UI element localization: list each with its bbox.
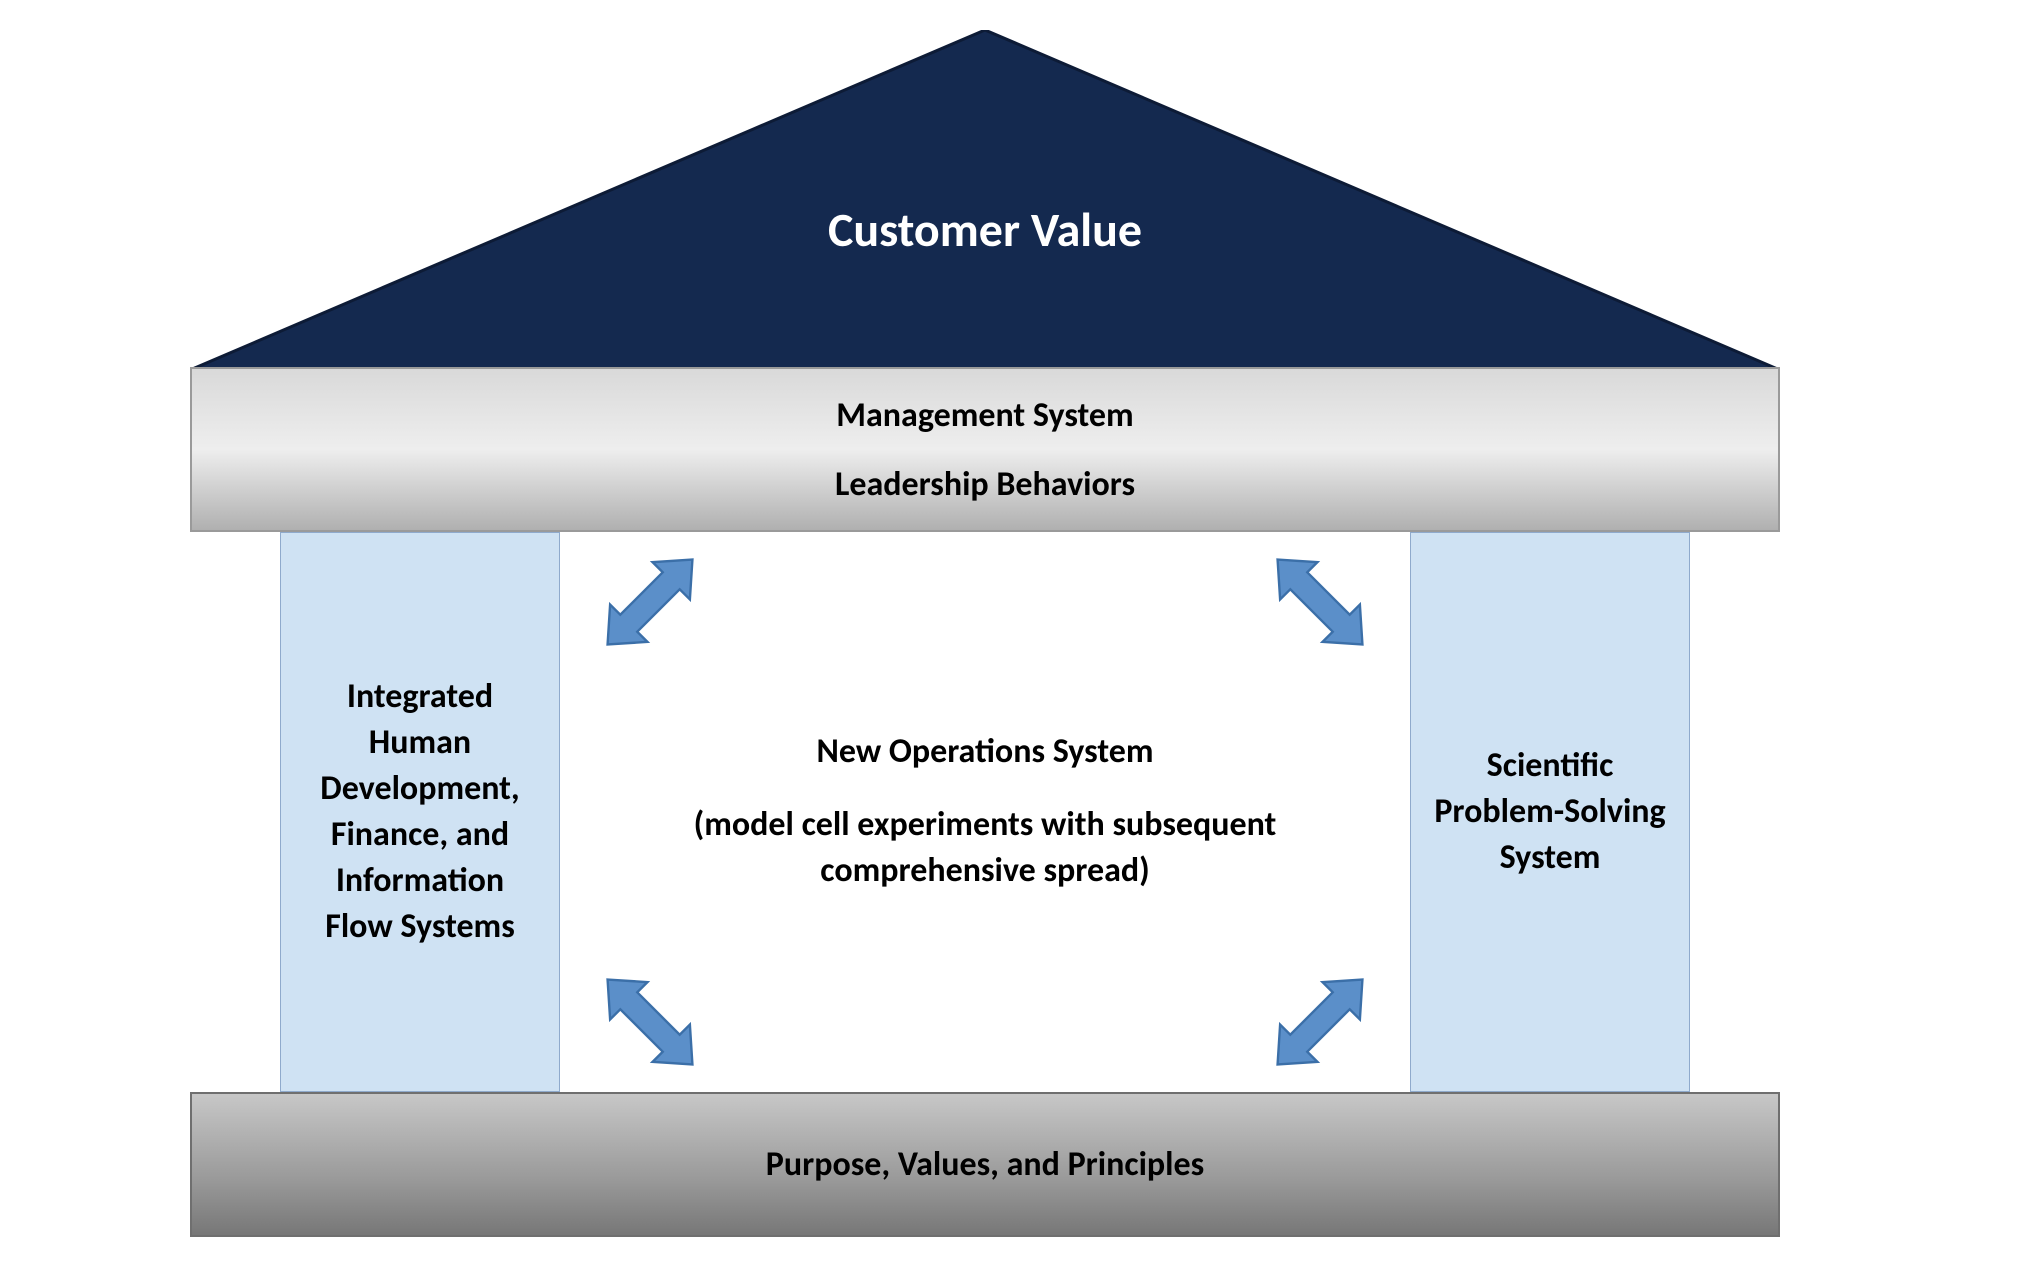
entablature-line-1: Management System — [836, 395, 1133, 436]
pillars-row: Integrated Human Development, Finance, a… — [190, 532, 1780, 1092]
left-outer-gap — [190, 532, 280, 1092]
roof: Customer Value — [190, 30, 1780, 370]
foundation-bar: Purpose, Values, and Principles — [190, 1092, 1780, 1237]
house-diagram: Customer Value Management System Leaders… — [190, 30, 1780, 1237]
double-arrow-icon — [590, 962, 710, 1082]
left-pillar-text: Integrated Human Development, Finance, a… — [301, 674, 539, 949]
double-arrow-icon — [590, 542, 710, 662]
foundation-text: Purpose, Values, and Principles — [766, 1144, 1204, 1185]
right-outer-gap — [1690, 532, 1780, 1092]
double-arrow-icon — [1260, 542, 1380, 662]
roof-label: Customer Value — [190, 200, 1780, 259]
center-area: New Operations System (model cell experi… — [560, 532, 1410, 1092]
double-arrow-icon — [1260, 962, 1380, 1082]
left-pillar: Integrated Human Development, Finance, a… — [280, 532, 560, 1092]
center-subtitle: (model cell experiments with subsequent … — [590, 802, 1380, 894]
right-pillar: Scientific Problem-Solving System — [1410, 532, 1690, 1092]
right-pillar-text: Scientific Problem-Solving System — [1431, 743, 1669, 881]
center-title: New Operations System — [816, 731, 1153, 772]
entablature-line-2: Leadership Behaviors — [835, 464, 1135, 505]
entablature-bar: Management System Leadership Behaviors — [190, 367, 1780, 532]
